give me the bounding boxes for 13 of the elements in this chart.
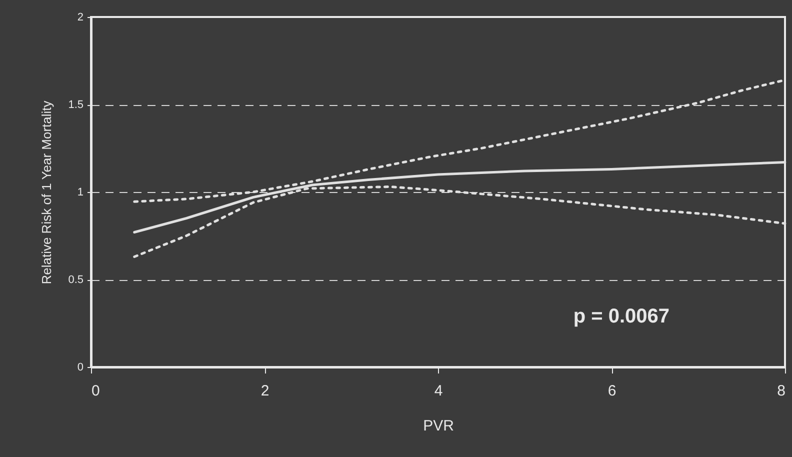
x-tick-label: 0 [92,382,100,400]
x-tick-label: 8 [777,382,786,400]
x-tick-label: 4 [434,382,443,400]
x-tick-label: 6 [608,382,616,400]
y-tick-label: 1 [77,186,84,198]
y-tick-label: 1.5 [68,99,84,111]
y-axis-title: Relative Risk of 1 Year Mortality [39,100,54,284]
x-tick-label: 2 [260,382,270,400]
y-tick-label: 0.5 [68,274,84,286]
annotation: p = 0.0067 [573,305,670,328]
x-axis-title: PVR [423,418,454,434]
y-tick-label: 2 [77,12,84,24]
y-tick-label: 0 [77,362,84,374]
